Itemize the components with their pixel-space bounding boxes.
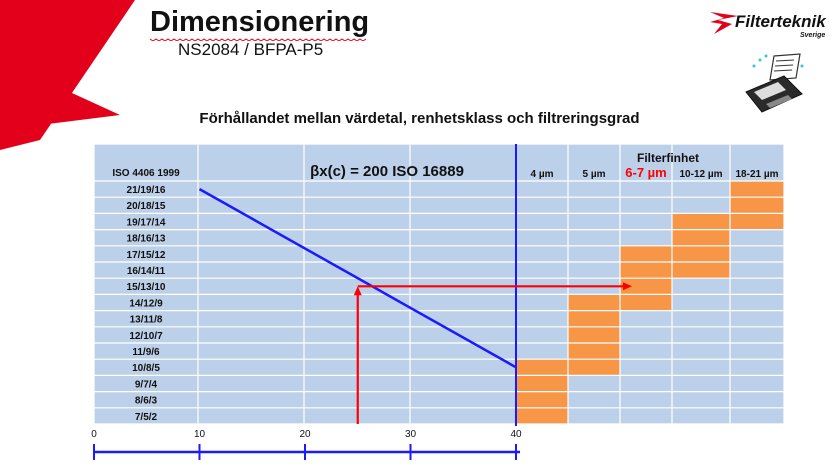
row-code: 17/15/12 <box>127 250 166 261</box>
row-code: 11/9/6 <box>132 347 160 358</box>
corner-swoosh-inner <box>0 60 120 130</box>
table-row <box>94 181 784 198</box>
filter-label: 6-7 µm <box>625 165 666 180</box>
example-arrowhead-up <box>353 286 362 296</box>
filter-cell <box>568 343 620 360</box>
filter-cell <box>672 245 730 262</box>
logo-subtext: Sverige <box>800 32 826 39</box>
row-code: 21/19/16 <box>127 185 166 196</box>
beta-line <box>198 188 517 369</box>
page-subtitle: NS2084 / BFPA-P5 <box>178 40 324 59</box>
table-row <box>94 229 784 246</box>
row-code: 13/11/8 <box>130 315 163 326</box>
row-code: 14/12/9 <box>129 298 163 309</box>
x-tick-label: 40 <box>510 429 522 440</box>
row-code: 10/8/5 <box>132 363 160 374</box>
spellcheck-underline <box>150 38 366 41</box>
table-row <box>94 407 784 424</box>
x-tick-label: 20 <box>299 429 311 440</box>
row-code: 8/6/3 <box>135 396 158 407</box>
filter-cell <box>730 197 784 214</box>
filter-cell <box>620 245 672 262</box>
filter-cell <box>730 181 784 198</box>
row-code: 7/5/2 <box>135 412 158 423</box>
example-arrowhead-right <box>623 282 632 291</box>
filter-cell <box>672 213 730 230</box>
x-tick-label: 30 <box>405 429 417 440</box>
page-title: Dimensionering <box>150 6 370 38</box>
table-row <box>94 391 784 408</box>
calculator-printer-icon <box>745 53 804 113</box>
row-code: 9/7/4 <box>135 379 158 390</box>
filter-cell <box>568 326 620 343</box>
brand-swoosh-icon <box>710 12 738 34</box>
filter-cell <box>568 359 620 376</box>
row-code: 19/17/14 <box>127 217 166 228</box>
filter-cell <box>568 310 620 327</box>
chart-title: Förhållandet mellan värdetal, renhetskla… <box>199 110 640 127</box>
x-tick-label: 10 <box>194 429 206 440</box>
row-code: 15/13/10 <box>127 282 166 293</box>
filter-cell <box>516 359 568 376</box>
filter-cell <box>672 229 730 246</box>
header-band <box>94 144 784 181</box>
row-header: ISO 4406 1999 <box>112 168 180 179</box>
filter-label: 10-12 µm <box>679 169 722 180</box>
filter-cell <box>620 262 672 279</box>
filter-cell <box>620 294 672 311</box>
filter-label: 18-21 µm <box>735 169 778 180</box>
filter-cell <box>516 391 568 408</box>
table-row <box>94 262 784 279</box>
filter-label: 5 µm <box>583 169 606 180</box>
filter-header: Filterfinhet <box>637 151 699 165</box>
table-row <box>94 197 784 214</box>
filter-cell <box>516 407 568 424</box>
row-code: 16/14/11 <box>127 266 166 277</box>
filter-cell <box>620 278 672 295</box>
row-code: 18/16/13 <box>127 234 166 245</box>
row-code: 20/18/15 <box>127 201 166 212</box>
table-row <box>94 375 784 392</box>
filter-cell <box>730 213 784 230</box>
filter-cell <box>568 294 620 311</box>
table-row <box>94 245 784 262</box>
row-code: 12/10/7 <box>129 331 163 342</box>
logo-text: Filterteknik <box>735 12 826 31</box>
x-tick-label: 0 <box>91 429 97 440</box>
filter-label: 4 µm <box>531 169 554 180</box>
filter-cell <box>672 262 730 279</box>
filter-cell <box>516 375 568 392</box>
beta-label: βx(c) = 200 ISO 16889 <box>310 163 464 180</box>
